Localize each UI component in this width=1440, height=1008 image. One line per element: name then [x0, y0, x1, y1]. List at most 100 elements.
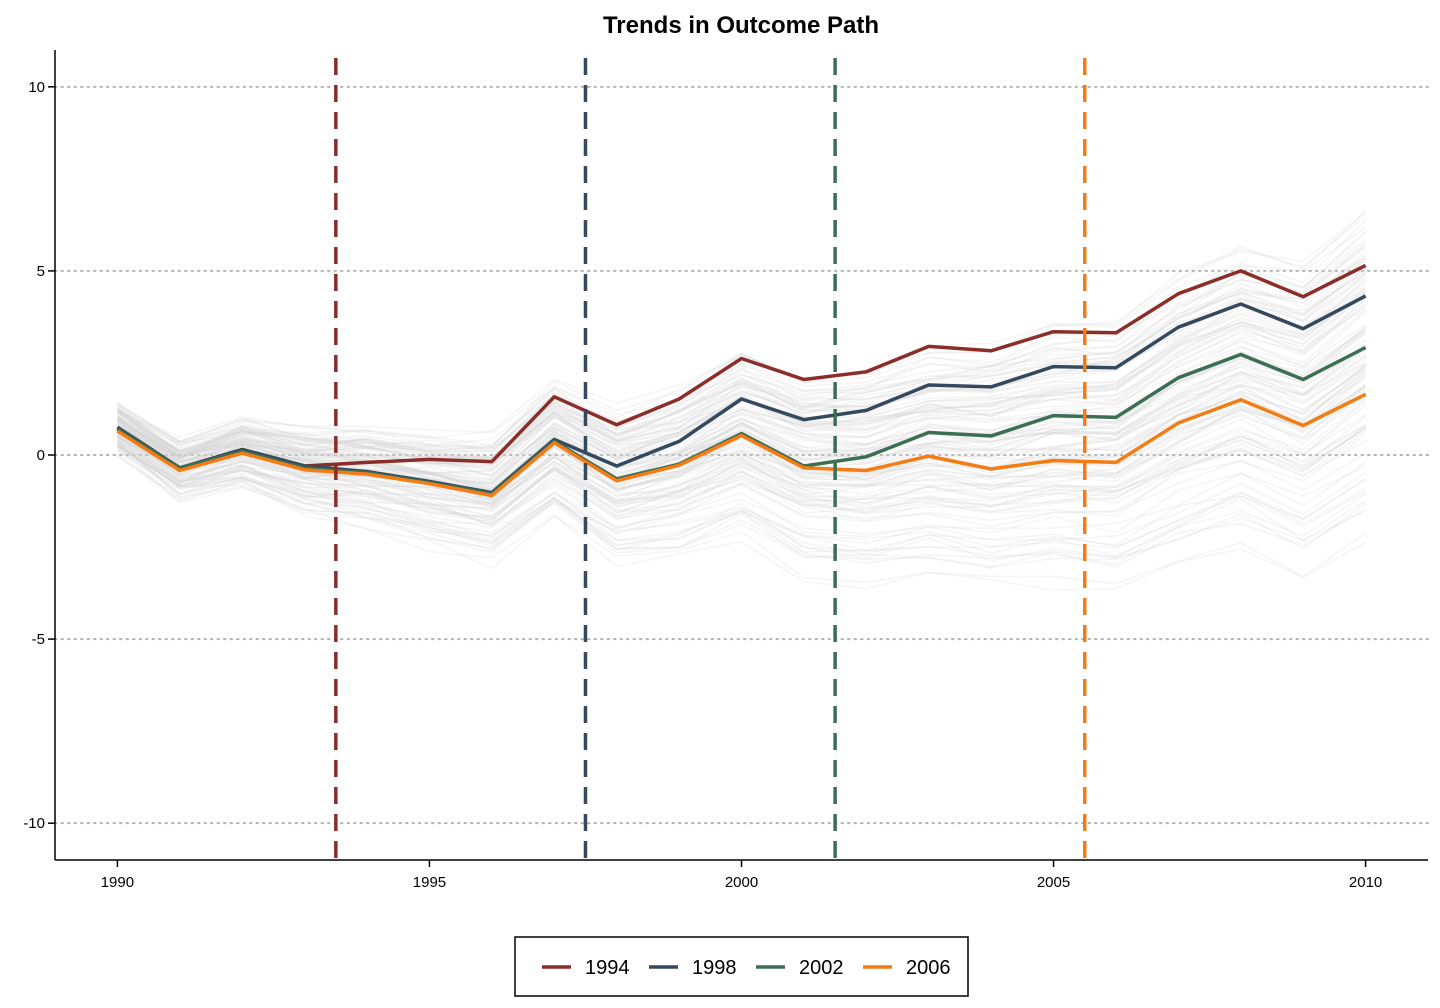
background-path	[116, 349, 1366, 484]
background-path	[116, 294, 1367, 472]
background-path	[116, 442, 1366, 564]
background-path	[116, 347, 1367, 488]
background-path	[116, 295, 1367, 464]
background-path	[116, 364, 1367, 504]
legend-label-1994: 1994	[585, 957, 630, 979]
background-path	[116, 399, 1367, 523]
background-path	[116, 244, 1367, 453]
background-path	[116, 440, 1366, 527]
y-axis-ticks: 10 5 0 -5 -10	[23, 79, 55, 832]
y-tick-label: 0	[37, 447, 45, 464]
background-path	[116, 414, 1367, 509]
background-path	[117, 230, 1367, 453]
background-path	[116, 351, 1367, 496]
background-path	[117, 226, 1367, 452]
background-path	[116, 276, 1367, 464]
background-path	[117, 429, 1366, 521]
background-path	[116, 434, 1366, 552]
background-path	[116, 385, 1367, 518]
y-tick-label: -5	[32, 631, 45, 648]
background-path	[116, 211, 1367, 443]
background-path	[116, 423, 1367, 522]
x-tick-label: 1990	[101, 874, 134, 891]
y-tick-label: 10	[28, 79, 45, 96]
background-path	[116, 441, 1367, 562]
background-path	[116, 395, 1367, 520]
background-path	[116, 445, 1367, 539]
background-path	[116, 397, 1367, 505]
background-path	[117, 258, 1367, 465]
background-path	[116, 426, 1367, 515]
x-tick-label: 2010	[1349, 874, 1382, 891]
background-path	[116, 427, 1367, 518]
background-path	[116, 298, 1367, 482]
background-path	[116, 255, 1367, 466]
background-path	[116, 326, 1367, 491]
grid-lines	[54, 85, 1429, 825]
background-path	[117, 241, 1367, 460]
background-path	[116, 298, 1367, 465]
background-path	[116, 384, 1367, 509]
background-path	[116, 283, 1367, 466]
background-path	[116, 238, 1367, 447]
x-axis-ticks: 1990 1995 2000 2005 2010	[101, 860, 1382, 891]
background-path	[116, 342, 1367, 476]
series-line-2006	[116, 392, 1367, 498]
background-path	[117, 425, 1367, 528]
y-tick-label: 5	[37, 263, 45, 280]
legend-label-2006: 2006	[906, 957, 951, 979]
background-path	[116, 329, 1367, 467]
legend: 1994 1998 2002 2006	[514, 936, 969, 997]
background-path	[116, 247, 1367, 459]
legend-label-1998: 1998	[692, 957, 737, 979]
series-line-1994	[116, 263, 1367, 470]
background-path	[117, 323, 1367, 493]
background-path	[116, 412, 1367, 513]
background-path	[116, 268, 1367, 461]
background-path	[116, 367, 1367, 489]
background-path	[116, 260, 1367, 461]
background-path	[117, 303, 1367, 477]
background-path	[116, 448, 1366, 558]
series-lines	[116, 263, 1367, 498]
x-tick-label: 2005	[1037, 874, 1070, 891]
background-path	[116, 214, 1367, 445]
background-path	[116, 368, 1367, 502]
chart-title: Trends in Outcome Path	[603, 12, 879, 39]
background-path	[116, 255, 1367, 468]
background-path	[116, 366, 1367, 511]
background-path	[116, 426, 1367, 524]
background-path	[117, 210, 1367, 449]
background-path	[116, 439, 1367, 545]
background-path	[116, 454, 1367, 585]
background-path	[116, 448, 1367, 565]
legend-label-2002: 2002	[799, 957, 844, 979]
background-path	[116, 452, 1366, 591]
legend-box	[514, 936, 969, 997]
background-path	[117, 251, 1367, 448]
background-path	[116, 355, 1367, 493]
background-path	[116, 455, 1367, 552]
background-path	[116, 441, 1367, 548]
background-path	[116, 244, 1367, 454]
background-path	[116, 291, 1367, 469]
background-path	[116, 425, 1367, 510]
y-tick-label: -10	[23, 815, 45, 832]
background-path	[116, 271, 1367, 459]
background-path	[117, 219, 1367, 447]
background-path	[116, 307, 1367, 478]
background-path	[116, 289, 1367, 465]
background-path	[117, 257, 1367, 450]
background-path	[116, 444, 1367, 531]
background-path	[116, 387, 1367, 526]
background-path	[117, 362, 1366, 492]
background-path	[116, 434, 1367, 529]
background-path	[116, 388, 1367, 518]
background-path	[116, 272, 1367, 460]
background-path	[117, 290, 1367, 467]
x-tick-label: 1995	[413, 874, 446, 891]
background-path	[117, 446, 1366, 538]
background-path	[117, 362, 1367, 499]
background-path	[116, 444, 1367, 568]
